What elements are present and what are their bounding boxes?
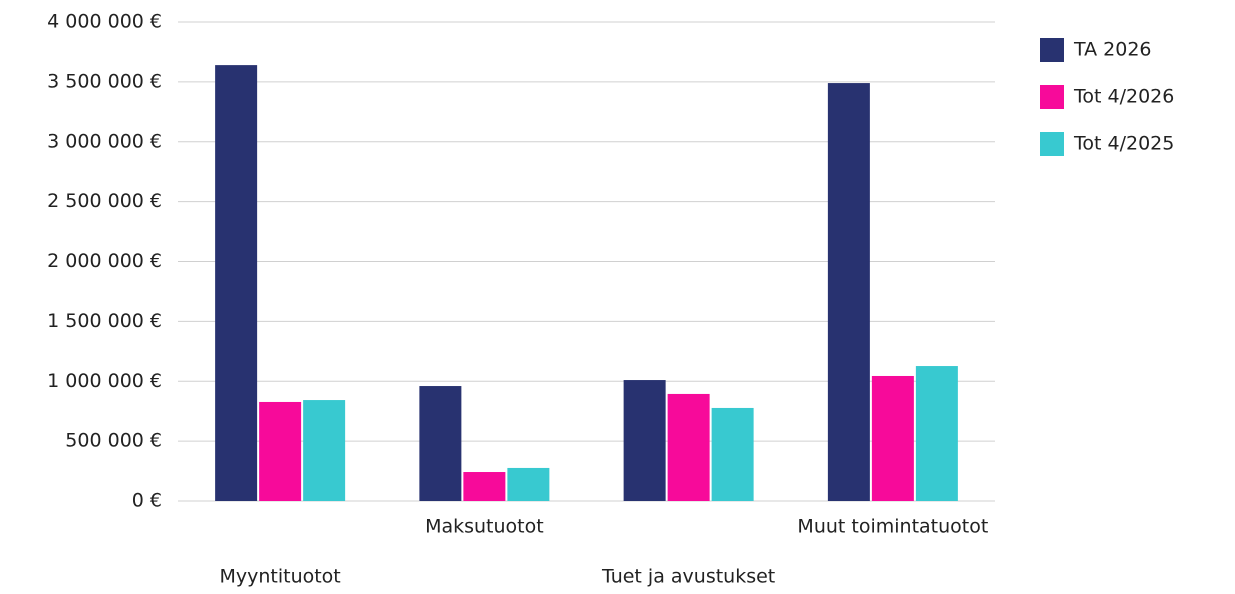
bar	[419, 386, 462, 501]
legend-label: TA 2026	[1073, 39, 1152, 61]
bar	[711, 407, 754, 501]
x-tick-label: Maksutuotot	[425, 516, 544, 538]
bar	[215, 65, 258, 502]
y-tick-label: 2 500 000 €	[47, 190, 162, 212]
x-tick-label: Muut toimintatuotot	[797, 516, 988, 538]
bar	[463, 472, 506, 501]
bar	[303, 400, 346, 501]
legend-swatch	[1040, 85, 1064, 109]
legend-swatch	[1040, 38, 1064, 62]
y-tick-label: 2 000 000 €	[47, 250, 162, 272]
bar	[827, 83, 870, 501]
x-tick-label: Tuet ja avustukset	[601, 566, 775, 588]
bar	[623, 380, 666, 501]
bar	[507, 467, 550, 501]
y-tick-label: 3 500 000 €	[47, 70, 162, 92]
y-tick-label: 0 €	[132, 490, 162, 512]
bar	[915, 366, 958, 501]
legend-label: Tot 4/2026	[1073, 86, 1174, 108]
y-tick-label: 500 000 €	[65, 430, 162, 452]
legend-label: Tot 4/2025	[1073, 133, 1174, 155]
y-tick-label: 1 500 000 €	[47, 310, 162, 332]
bar	[871, 375, 914, 501]
legend-swatch	[1040, 132, 1064, 156]
y-tick-label: 1 000 000 €	[47, 370, 162, 392]
y-tick-label: 4 000 000 €	[47, 11, 162, 33]
y-tick-label: 3 000 000 €	[47, 130, 162, 152]
bar	[667, 393, 710, 501]
x-tick-label: Myyntituotot	[219, 566, 340, 588]
bar	[259, 401, 302, 501]
